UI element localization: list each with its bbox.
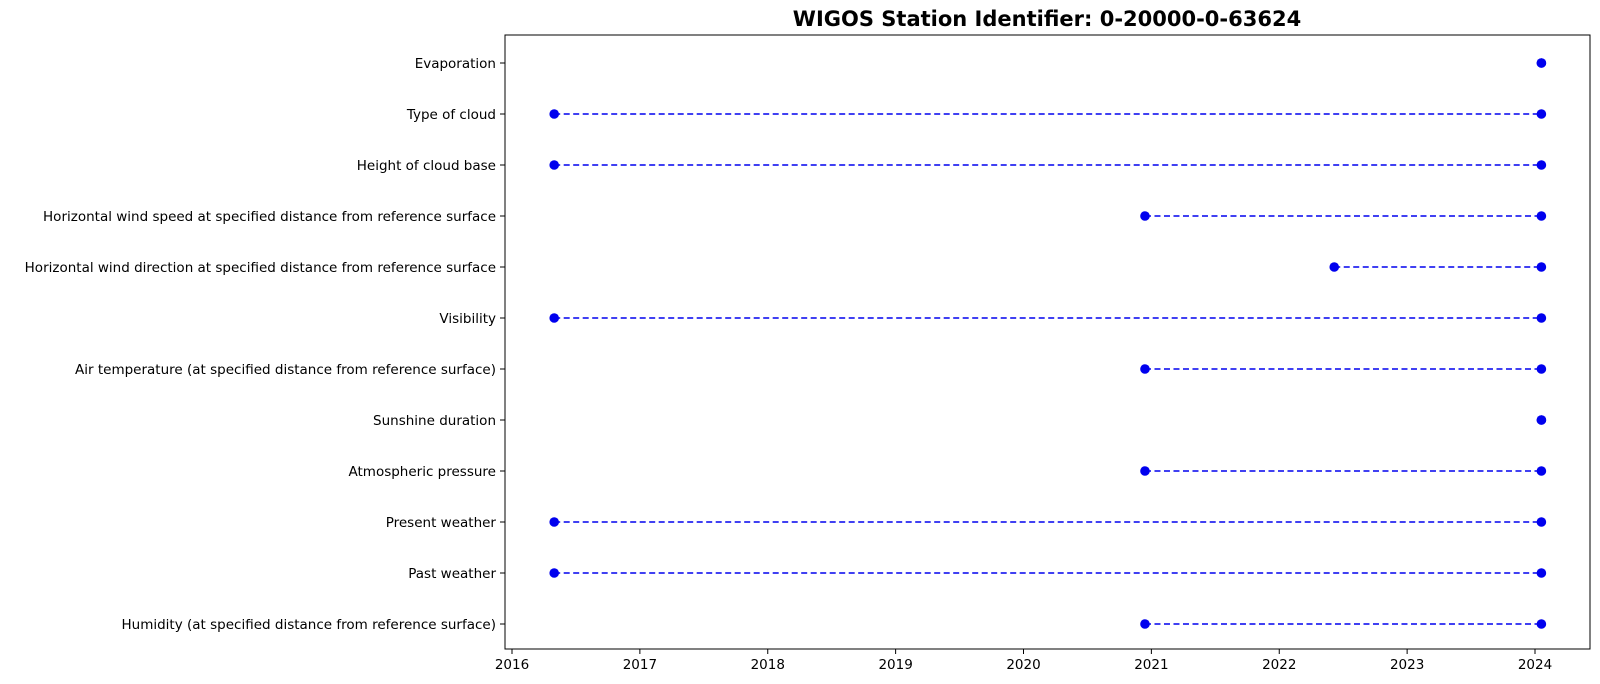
end-marker xyxy=(1536,568,1547,578)
start-marker xyxy=(1140,211,1150,221)
end-marker xyxy=(1536,313,1547,323)
y-tick-label: Humidity (at specified distance from ref… xyxy=(122,617,497,633)
start-marker xyxy=(1140,619,1150,629)
x-tick-label: 2018 xyxy=(751,657,785,673)
start-marker xyxy=(549,313,559,323)
end-marker xyxy=(1536,262,1547,272)
x-tick-label: 2024 xyxy=(1518,657,1552,673)
start-marker xyxy=(549,517,559,527)
y-tick-label: Atmospheric pressure xyxy=(349,464,497,480)
chart-title: WIGOS Station Identifier: 0-20000-0-6362… xyxy=(793,7,1301,31)
start-marker xyxy=(549,109,559,119)
start-marker xyxy=(1140,466,1150,476)
plot-area: 2016 2017 2018 2019 2020 2021 2022 2023 2024 Evap… xyxy=(25,34,1591,673)
y-tick-label: Height of cloud base xyxy=(357,158,496,174)
y-tick-label: Present weather xyxy=(386,515,497,531)
start-marker xyxy=(549,160,559,170)
end-marker xyxy=(1536,619,1547,629)
x-tick-label: 2023 xyxy=(1390,657,1424,673)
y-tick-label: Visibility xyxy=(439,311,496,327)
end-marker xyxy=(1536,109,1547,119)
y-tick-label: Horizontal wind speed at specified dista… xyxy=(43,209,496,225)
x-tick-label: 2020 xyxy=(1006,657,1040,673)
end-marker xyxy=(1536,58,1547,68)
end-marker xyxy=(1536,517,1547,527)
y-tick-label: Past weather xyxy=(408,566,496,582)
y-tick-label: Evaporation xyxy=(415,56,496,72)
end-marker xyxy=(1536,211,1547,221)
x-tick-label: 2016 xyxy=(495,657,529,673)
x-tick-label: 2017 xyxy=(623,657,657,673)
x-tick-label: 2019 xyxy=(878,657,912,673)
y-tick-label: Air temperature (at specified distance f… xyxy=(75,362,496,378)
axes-frame xyxy=(504,34,1591,650)
x-tick-label: 2022 xyxy=(1262,657,1296,673)
y-tick-label: Type of cloud xyxy=(406,107,496,123)
start-marker xyxy=(549,568,559,578)
end-marker xyxy=(1536,160,1547,170)
end-marker xyxy=(1536,415,1547,425)
end-marker xyxy=(1536,364,1547,374)
y-tick-label: Horizontal wind direction at specified d… xyxy=(25,260,496,276)
start-marker xyxy=(1140,364,1150,374)
end-marker xyxy=(1536,466,1547,476)
x-tick-label: 2021 xyxy=(1134,657,1168,673)
start-marker xyxy=(1329,262,1340,272)
y-tick-label: Sunshine duration xyxy=(373,413,496,429)
